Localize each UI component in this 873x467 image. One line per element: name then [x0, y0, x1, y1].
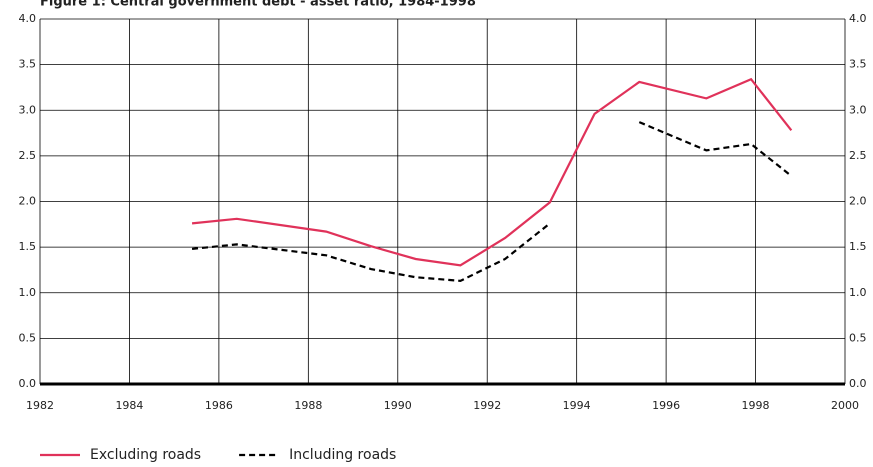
y-tick-label: 3.0	[19, 103, 37, 116]
y2-tick-label: 1.0	[849, 286, 867, 299]
line	[191, 77, 793, 267]
y-tick-label: 1.5	[19, 240, 37, 253]
legend-label: Excluding roads	[90, 447, 201, 463]
x-tick-label: 1996	[652, 399, 680, 412]
y-tick-label: 1.0	[19, 286, 37, 299]
y-tick-label: 3.5	[19, 58, 37, 71]
line	[191, 121, 793, 283]
y2-tick-label: 2.5	[849, 149, 867, 162]
y-tick-label: 2.5	[19, 149, 37, 162]
legend-label: Including roads	[289, 447, 396, 463]
y2-tick-label: 3.5	[849, 58, 867, 71]
y2-tick-label: 3.0	[849, 103, 867, 116]
y2-tick-label: 2.0	[849, 195, 867, 208]
y2-tick-label: 1.5	[849, 240, 867, 253]
y-tick-label: 0.0	[19, 377, 37, 390]
y2-tick-label: 0.5	[849, 331, 867, 344]
y-tick-label: 0.5	[19, 331, 37, 344]
x-tick-label: 1990	[384, 399, 412, 412]
y-tick-label: 2.0	[19, 195, 37, 208]
y2-tick-label: 0.0	[849, 377, 867, 390]
x-tick-label: 1984	[115, 399, 143, 412]
x-tick-label: 1998	[742, 399, 770, 412]
y2-tick-label: 4.0	[849, 12, 867, 25]
x-tick-label: 1982	[26, 399, 54, 412]
x-tick-label: 1994	[563, 399, 591, 412]
x-tick-label: 1988	[294, 399, 322, 412]
x-tick-label: 2000	[831, 399, 859, 412]
y-tick-label: 4.0	[19, 12, 37, 25]
chart-title: Figure 1: Central government debt - asse…	[40, 0, 476, 10]
x-tick-label: 1986	[205, 399, 233, 412]
x-tick-label: 1992	[473, 399, 501, 412]
